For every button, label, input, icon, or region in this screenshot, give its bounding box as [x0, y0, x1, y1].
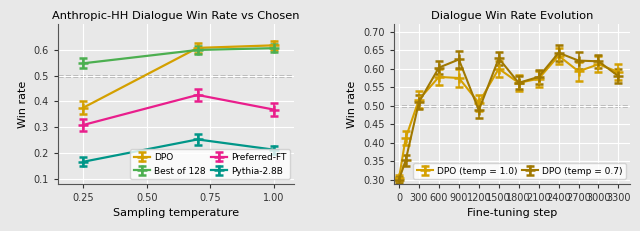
Y-axis label: Win rate: Win rate [18, 80, 28, 128]
Legend: DPO, Best of 128, Preferred-FT, Pythia-2.8B: DPO, Best of 128, Preferred-FT, Pythia-2… [131, 149, 290, 179]
Title: Dialogue Win Rate Evolution: Dialogue Win Rate Evolution [431, 11, 593, 21]
X-axis label: Fine-tuning step: Fine-tuning step [467, 208, 557, 218]
Legend: DPO (temp = 1.0), DPO (temp = 0.7): DPO (temp = 1.0), DPO (temp = 0.7) [413, 163, 626, 179]
Title: Anthropic-HH Dialogue Win Rate vs Chosen: Anthropic-HH Dialogue Win Rate vs Chosen [52, 11, 300, 21]
X-axis label: Sampling temperature: Sampling temperature [113, 208, 239, 218]
Y-axis label: Win rate: Win rate [348, 80, 358, 128]
